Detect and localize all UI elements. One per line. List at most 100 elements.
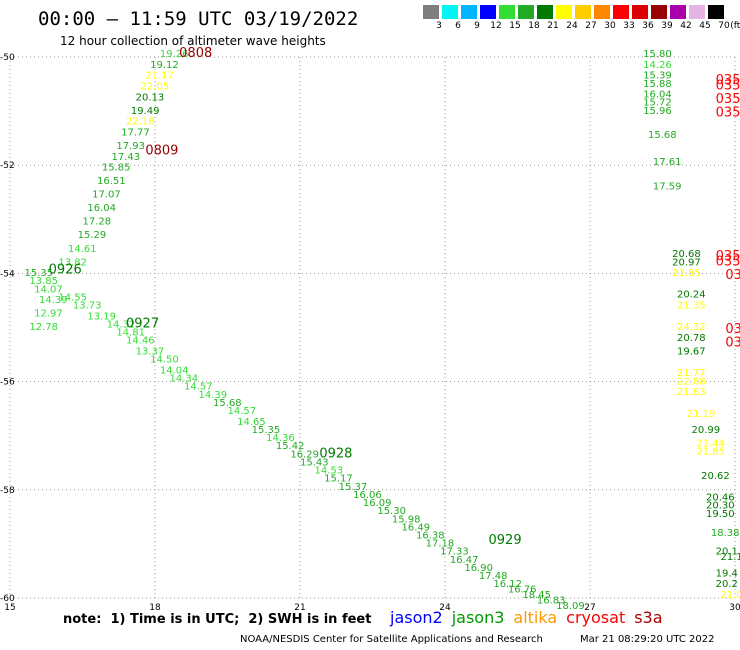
- wave-height-value: 22.18: [126, 117, 155, 128]
- colorbar-swatch-12: [480, 5, 496, 19]
- wave-height-value: 15.72: [643, 98, 672, 109]
- wave-height-value: 15.80: [643, 49, 672, 60]
- wave-height-value: 20.1: [716, 547, 738, 558]
- wave-height-value: 16.04: [87, 203, 116, 214]
- wave-height-value: 13.37: [136, 347, 165, 358]
- wave-height-value: 14.26: [643, 60, 672, 71]
- wave-height-value: 20.62: [701, 471, 730, 482]
- wave-height-value: 16.06: [353, 490, 382, 501]
- wave-height-value: 14.53: [315, 466, 344, 477]
- wave-height-value: 15.98: [392, 514, 421, 525]
- wave-height-value: 17.28: [83, 217, 112, 228]
- wave-height-value: 13.19: [87, 311, 116, 322]
- y-tick-label: -58: [0, 486, 15, 496]
- wave-height-value: 13.82: [58, 257, 87, 268]
- colorbar-swatch-6: [442, 5, 458, 19]
- colorbar-swatch-18: [518, 5, 534, 19]
- wave-height-value: 20.13: [136, 92, 165, 103]
- colorbar-label-39: 39: [661, 21, 673, 31]
- wave-height-value: 24.32: [677, 322, 706, 333]
- pass-time-label: 035: [725, 322, 740, 337]
- wave-height-value: 14.39: [39, 295, 68, 306]
- wave-height-value: 14.04: [160, 365, 189, 376]
- legend-jason2: jason2: [390, 608, 443, 627]
- pass-time-label: 0809: [145, 143, 178, 158]
- wave-height-value: 14.57: [184, 382, 213, 393]
- colorbar-label-33: 33: [623, 21, 635, 31]
- wave-height-value: 21.19: [687, 409, 716, 420]
- wave-height-value: 21.0: [721, 590, 740, 601]
- wave-height-value: 15.35: [252, 425, 281, 436]
- wave-height-value: 21.85: [672, 268, 701, 279]
- wave-height-value: 14.46: [126, 336, 155, 347]
- wave-height-value: 21.35: [677, 301, 706, 312]
- wave-height-value: 14.55: [58, 292, 87, 303]
- wave-height-value: 18.38: [711, 528, 740, 539]
- pass-time-label: 0808: [179, 46, 212, 61]
- credit-line: NOAA/NESDIS Center for Satellite Applica…: [240, 634, 543, 645]
- y-tick-label: -52: [0, 161, 15, 171]
- colorbar-label-21: 21: [547, 21, 559, 31]
- colorbar-swatch-15: [499, 5, 515, 19]
- wave-height-value: 15.30: [377, 506, 406, 517]
- wave-height-value: 16.38: [416, 530, 445, 541]
- colorbar-swatch-30: [594, 5, 610, 19]
- colorbar-swatch-39: [651, 5, 667, 19]
- colorbar-swatch-27: [575, 5, 591, 19]
- wave-height-value: 13.73: [73, 301, 102, 312]
- wave-height-value: 19.26: [160, 49, 189, 60]
- y-tick-label: -54: [0, 269, 15, 279]
- colorbar-label-70: 70: [718, 21, 730, 31]
- colorbar-swatch-36: [632, 5, 648, 19]
- x-tick-label: 18: [149, 603, 161, 610]
- wave-height-value: 17.93: [116, 141, 145, 152]
- colorbar-label-27: 27: [585, 21, 597, 31]
- wave-height-value: 20.97: [672, 257, 701, 268]
- wave-height-value: 19.4: [716, 568, 738, 579]
- wave-height-value: 21.85: [696, 447, 725, 458]
- colorbar-swatch-70: [708, 5, 724, 19]
- wave-height-value: 22.88: [677, 376, 706, 387]
- pass-time-label: 0926: [49, 262, 82, 277]
- wave-height-value: 20.30: [706, 501, 735, 512]
- colorbar-swatch-9: [461, 5, 477, 19]
- y-tick-label: -56: [0, 378, 15, 388]
- wave-height-value: 16.12: [493, 579, 522, 590]
- wave-height-value: 20.68: [672, 249, 701, 260]
- wave-height-value: 15.35: [25, 268, 54, 279]
- wave-height-value: 14.39: [199, 390, 228, 401]
- wave-height-value: 15.29: [78, 230, 107, 241]
- wave-height-value: 15.96: [643, 106, 672, 117]
- wave-height-value: 12.97: [34, 309, 63, 320]
- colorbar-label-45: 45: [699, 21, 711, 31]
- wave-height-value: 18.09: [556, 601, 585, 610]
- wave-height-value: 17.33: [440, 547, 469, 558]
- wave-height-value: 21.1: [721, 552, 740, 563]
- wave-height-value: 22.05: [141, 81, 170, 92]
- x-tick-label: 24: [439, 603, 451, 610]
- wave-height-value: 15.88: [643, 79, 672, 90]
- x-tick-label: 30: [729, 603, 740, 610]
- colorbar-label-24: 24: [566, 21, 578, 31]
- wave-height-value: 14.81: [116, 328, 145, 339]
- colorbar-swatch-42: [670, 5, 686, 19]
- colorbar-label-9: 9: [474, 21, 480, 31]
- wave-height-value: 20.2: [716, 579, 738, 590]
- pass-time-label: 0358: [716, 254, 740, 269]
- wave-height-value: 13.85: [29, 276, 58, 287]
- satellite-legend: jason2 jason3 altika cryosat s3a: [390, 608, 672, 627]
- colorbar-label-18: 18: [528, 21, 540, 31]
- colorbar-swatch-3: [423, 5, 439, 19]
- wave-height-value: 16.51: [97, 176, 126, 187]
- chart-subtitle: 12 hour collection of altimeter wave hei…: [60, 34, 326, 48]
- wave-height-value: 14.07: [34, 284, 63, 295]
- wave-height-value: 16.09: [363, 498, 392, 509]
- chart-title: 00:00 — 11:59 UTC 03/19/2022: [38, 8, 359, 30]
- wave-height-value: 15.39: [643, 71, 672, 82]
- colorbar-unit: (ft): [730, 21, 740, 31]
- wave-height-value: 15.43: [300, 457, 329, 468]
- wave-height-value: 14.61: [68, 244, 97, 255]
- pass-time-label: 0928: [319, 446, 352, 461]
- wave-height-value: 17.18: [426, 539, 455, 550]
- x-tick-label: 27: [584, 603, 595, 610]
